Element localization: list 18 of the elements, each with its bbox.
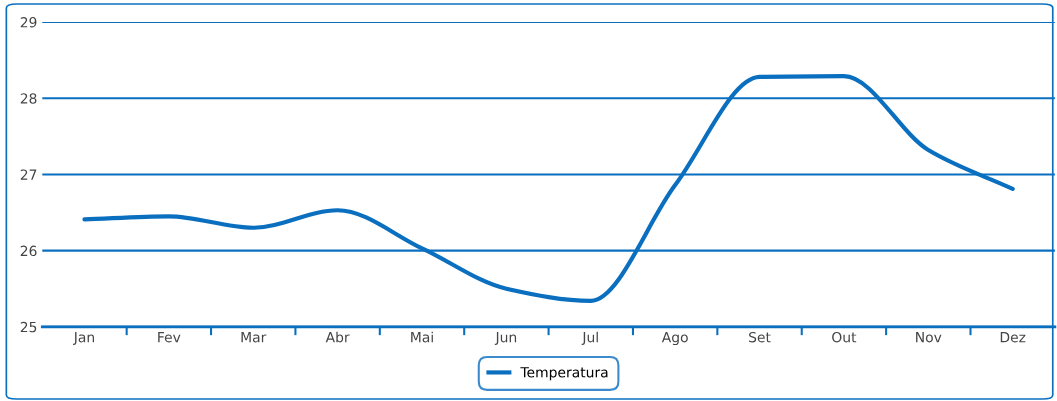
legend-label: Temperatura: [520, 367, 608, 381]
x-tick-label: Dez: [1000, 332, 1026, 343]
y-tick-label: 26: [20, 245, 37, 257]
x-tick-label: Ago: [661, 332, 688, 346]
y-tick-label: 29: [20, 17, 37, 28]
y-tick-label: 25: [20, 321, 37, 333]
x-tick-label: Jan: [73, 332, 94, 346]
x-tick-label: Out: [832, 331, 857, 343]
x-tick-label: Mai: [411, 331, 433, 343]
x-tick-label: Set: [749, 331, 771, 343]
x-tick-label: Jun: [494, 332, 517, 346]
x-tick-label: Nov: [916, 332, 942, 343]
x-tick-label: Fev: [158, 332, 181, 343]
y-tick-label: 27: [20, 169, 37, 180]
x-tick-label: Abr: [325, 331, 350, 343]
x-tick-label: Jul: [581, 331, 598, 346]
x-tick-label: Mar: [241, 332, 267, 343]
y-tick-label: 28: [20, 93, 37, 104]
